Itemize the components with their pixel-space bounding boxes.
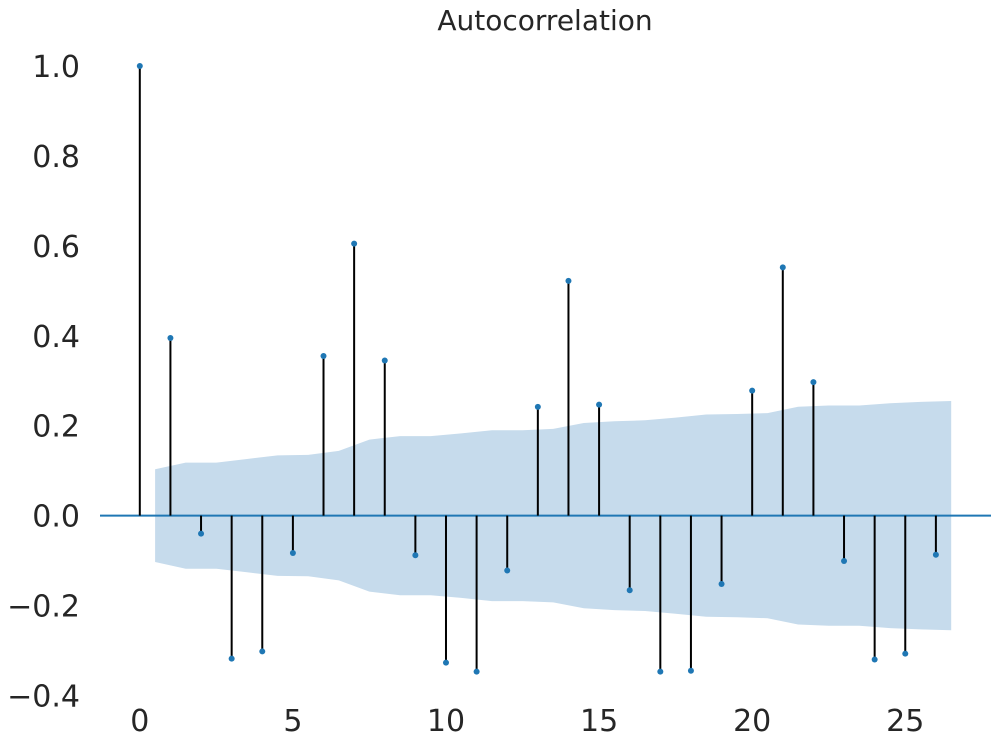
marker-lag-16	[626, 587, 633, 594]
x-tick-label: 0	[130, 704, 149, 739]
marker-lag-24	[871, 656, 878, 663]
x-tick-labels: 0 5 10 15 20 25	[130, 704, 924, 739]
x-tick-label: 10	[427, 704, 465, 739]
marker-lag-12	[504, 567, 511, 574]
y-tick-label: 1.0	[32, 50, 80, 85]
marker-lag-10	[442, 659, 449, 666]
y-tick-label: −0.4	[7, 680, 80, 715]
y-tick-label: 0.0	[32, 500, 80, 535]
y-tick-label: 0.2	[32, 410, 80, 445]
stems-layer	[138, 65, 937, 672]
chart-title: Autocorrelation	[437, 4, 652, 37]
marker-lag-0	[136, 62, 143, 69]
y-tick-label: 0.4	[32, 320, 80, 355]
marker-lag-18	[687, 667, 694, 674]
marker-lag-3	[228, 655, 235, 662]
y-tick-labels: 1.0 0.8 0.6 0.4 0.2 0.0 −0.2 −0.4	[7, 50, 80, 715]
marker-lag-13	[534, 403, 541, 410]
marker-lag-25	[902, 650, 909, 657]
x-tick-label: 20	[733, 704, 771, 739]
marker-lag-26	[932, 551, 939, 558]
marker-lag-19	[718, 580, 725, 587]
y-tick-label: 0.6	[32, 230, 80, 265]
marker-lag-20	[749, 387, 756, 394]
marker-lag-9	[412, 552, 419, 559]
marker-lag-21	[779, 264, 786, 271]
marker-lag-1	[167, 335, 174, 342]
marker-lag-11	[473, 668, 480, 675]
marker-lag-17	[657, 668, 664, 675]
x-tick-label: 25	[886, 704, 924, 739]
y-tick-label: −0.2	[7, 590, 80, 625]
marker-lag-23	[841, 558, 848, 565]
marker-lag-2	[198, 530, 205, 537]
marker-lag-4	[259, 648, 266, 655]
marker-lag-8	[381, 357, 388, 364]
markers-layer	[136, 62, 939, 675]
marker-lag-15	[596, 401, 603, 408]
x-tick-label: 15	[580, 704, 618, 739]
marker-lag-7	[351, 240, 358, 247]
marker-lag-14	[565, 277, 572, 284]
marker-lag-6	[320, 353, 327, 360]
marker-lag-22	[810, 379, 817, 386]
y-tick-label: 0.8	[32, 140, 80, 175]
marker-lag-5	[289, 549, 296, 556]
x-tick-label: 5	[283, 704, 302, 739]
